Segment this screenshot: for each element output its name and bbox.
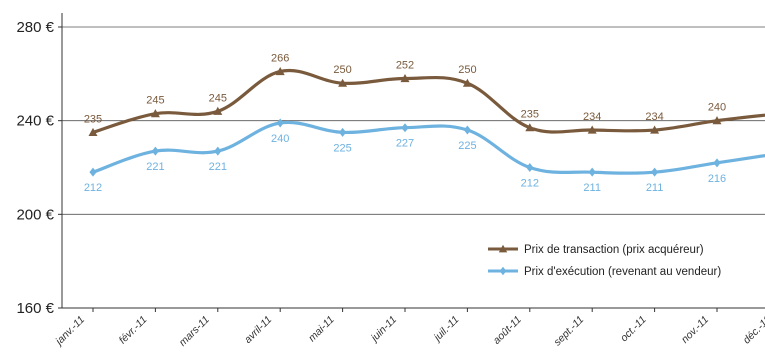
- x-tick-label: mai-11: [306, 314, 337, 345]
- data-point-1: [89, 167, 97, 177]
- legend-label-0: Prix de transaction (prix acquéreur): [524, 244, 704, 256]
- data-point-1: [339, 127, 347, 137]
- x-tick-label: sept.-11: [552, 314, 587, 349]
- data-point-0: [712, 116, 722, 125]
- data-point-0: [462, 78, 472, 87]
- x-tick-label: oct.-11: [618, 314, 649, 345]
- data-label-0: 250: [333, 64, 351, 76]
- x-tick-label: févr.-11: [117, 314, 150, 347]
- data-label-1: 212: [84, 182, 102, 194]
- y-tick-label: 280 €: [16, 19, 54, 36]
- x-tick-label: janv.-11: [52, 314, 87, 349]
- data-label-0: 250: [458, 64, 476, 76]
- legend-label-1: Prix d'exécution (revenant au vendeur): [524, 266, 721, 278]
- y-tick-label: 200 €: [16, 206, 54, 223]
- x-tick-label: déc.-11: [741, 314, 765, 347]
- data-label-0: 235: [521, 109, 539, 121]
- legend-marker-0: [498, 244, 508, 253]
- data-point-1: [151, 146, 159, 156]
- x-tick-label: juin-11: [367, 314, 399, 346]
- data-point-0: [650, 125, 660, 134]
- y-tick-label: 240 €: [16, 113, 54, 130]
- data-point-0: [150, 109, 160, 118]
- data-label-0: 235: [84, 113, 102, 125]
- data-point-0: [338, 78, 348, 87]
- data-label-1: 221: [209, 161, 227, 173]
- data-label-0: 266: [271, 52, 289, 64]
- legend-marker-1: [499, 266, 507, 276]
- data-label-1: 225: [458, 140, 476, 152]
- data-point-0: [213, 106, 223, 115]
- data-point-1: [588, 167, 596, 177]
- data-point-0: [525, 123, 535, 132]
- data-label-1: 211: [646, 182, 664, 194]
- data-point-1: [214, 146, 222, 156]
- data-label-1: 221: [146, 161, 164, 173]
- data-point-1: [463, 125, 471, 135]
- data-point-0: [400, 74, 410, 83]
- data-label-1: 240: [271, 133, 289, 145]
- data-label-0: 240: [708, 102, 726, 114]
- data-label-1: 227: [396, 138, 414, 150]
- x-tick-label: août-11: [491, 314, 524, 347]
- data-label-0: 252: [396, 60, 414, 72]
- data-label-0: 234: [583, 111, 601, 123]
- data-point-1: [713, 158, 721, 168]
- data-label-0: 245: [209, 92, 227, 104]
- data-label-0: 234: [645, 111, 663, 123]
- data-point-0: [587, 125, 597, 134]
- series-line-0: [91, 68, 765, 134]
- data-label-1: 211: [583, 182, 601, 194]
- data-label-0: 245: [146, 95, 164, 107]
- data-point-1: [276, 118, 284, 128]
- data-point-0: [275, 66, 285, 76]
- x-tick-label: juil.-11: [430, 314, 461, 345]
- data-point-0: [88, 127, 98, 136]
- data-point-1: [526, 163, 534, 172]
- x-tick-label: avril-11: [242, 314, 274, 346]
- x-tick-label: mars-11: [177, 314, 212, 349]
- data-label-1: 225: [333, 142, 351, 154]
- data-label-1: 212: [521, 178, 539, 190]
- data-point-1: [651, 167, 659, 177]
- data-label-1: 216: [708, 173, 726, 185]
- data-point-1: [401, 123, 409, 133]
- y-tick-label: 160 €: [16, 300, 54, 317]
- x-tick-label: nov.-11: [679, 314, 711, 346]
